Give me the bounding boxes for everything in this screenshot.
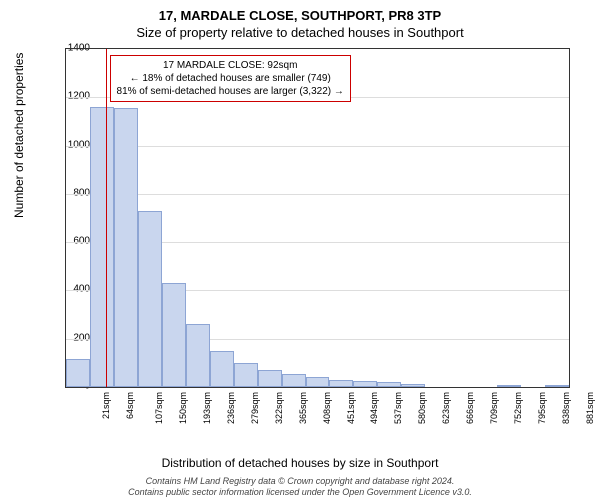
bar <box>234 363 258 387</box>
gridline <box>66 194 569 195</box>
bar <box>497 385 521 387</box>
x-tick-label: 709sqm <box>489 392 499 424</box>
x-tick-label: 795sqm <box>537 392 547 424</box>
bar <box>329 380 353 387</box>
bar <box>90 107 114 387</box>
x-tick-label: 537sqm <box>393 392 403 424</box>
bar <box>306 377 330 387</box>
bar <box>210 351 234 387</box>
footer: Contains HM Land Registry data © Crown c… <box>0 476 600 498</box>
chart-title-line1: 17, MARDALE CLOSE, SOUTHPORT, PR8 3TP <box>0 0 600 23</box>
bar <box>545 385 569 387</box>
gridline <box>66 146 569 147</box>
footer-line1: Contains HM Land Registry data © Crown c… <box>0 476 600 487</box>
x-tick-label: 236sqm <box>226 392 236 424</box>
bar <box>114 108 138 387</box>
bar <box>401 384 425 387</box>
chart-container: 17, MARDALE CLOSE, SOUTHPORT, PR8 3TP Si… <box>0 0 600 500</box>
x-tick-label: 881sqm <box>585 392 595 424</box>
bar <box>138 211 162 387</box>
x-tick-label: 408sqm <box>322 392 332 424</box>
annotation-box: 17 MARDALE CLOSE: 92sqm ← 18% of detache… <box>110 55 351 102</box>
x-tick-label: 580sqm <box>417 392 427 424</box>
bar <box>258 370 282 387</box>
bar <box>377 382 401 387</box>
bar <box>162 283 186 387</box>
footer-line2: Contains public sector information licen… <box>0 487 600 498</box>
bar <box>186 324 210 387</box>
x-tick-label: 838sqm <box>561 392 571 424</box>
annotation-line3: 81% of semi-detached houses are larger (… <box>117 85 344 98</box>
bar <box>66 359 90 387</box>
plot-area: 17 MARDALE CLOSE: 92sqm ← 18% of detache… <box>65 48 570 388</box>
x-tick-label: 365sqm <box>298 392 308 424</box>
x-tick-label: 150sqm <box>178 392 188 424</box>
x-tick-label: 64sqm <box>125 392 135 419</box>
x-tick-label: 752sqm <box>513 392 523 424</box>
marker-line <box>106 49 107 387</box>
x-tick-label: 21sqm <box>101 392 111 419</box>
annotation-line1: 17 MARDALE CLOSE: 92sqm <box>117 59 344 72</box>
x-tick-label: 451sqm <box>346 392 356 424</box>
x-axis-label: Distribution of detached houses by size … <box>0 456 600 470</box>
x-tick-label: 322sqm <box>274 392 284 424</box>
bar <box>353 381 377 387</box>
y-axis-label: Number of detached properties <box>12 53 26 218</box>
x-tick-label: 666sqm <box>465 392 475 424</box>
x-tick-label: 107sqm <box>154 392 164 424</box>
x-tick-label: 494sqm <box>369 392 379 424</box>
annotation-line2: ← 18% of detached houses are smaller (74… <box>117 72 344 85</box>
x-tick-label: 279sqm <box>250 392 260 424</box>
chart-title-line2: Size of property relative to detached ho… <box>0 23 600 40</box>
x-tick-label: 193sqm <box>202 392 212 424</box>
bar <box>282 374 306 387</box>
x-tick-label: 623sqm <box>441 392 451 424</box>
